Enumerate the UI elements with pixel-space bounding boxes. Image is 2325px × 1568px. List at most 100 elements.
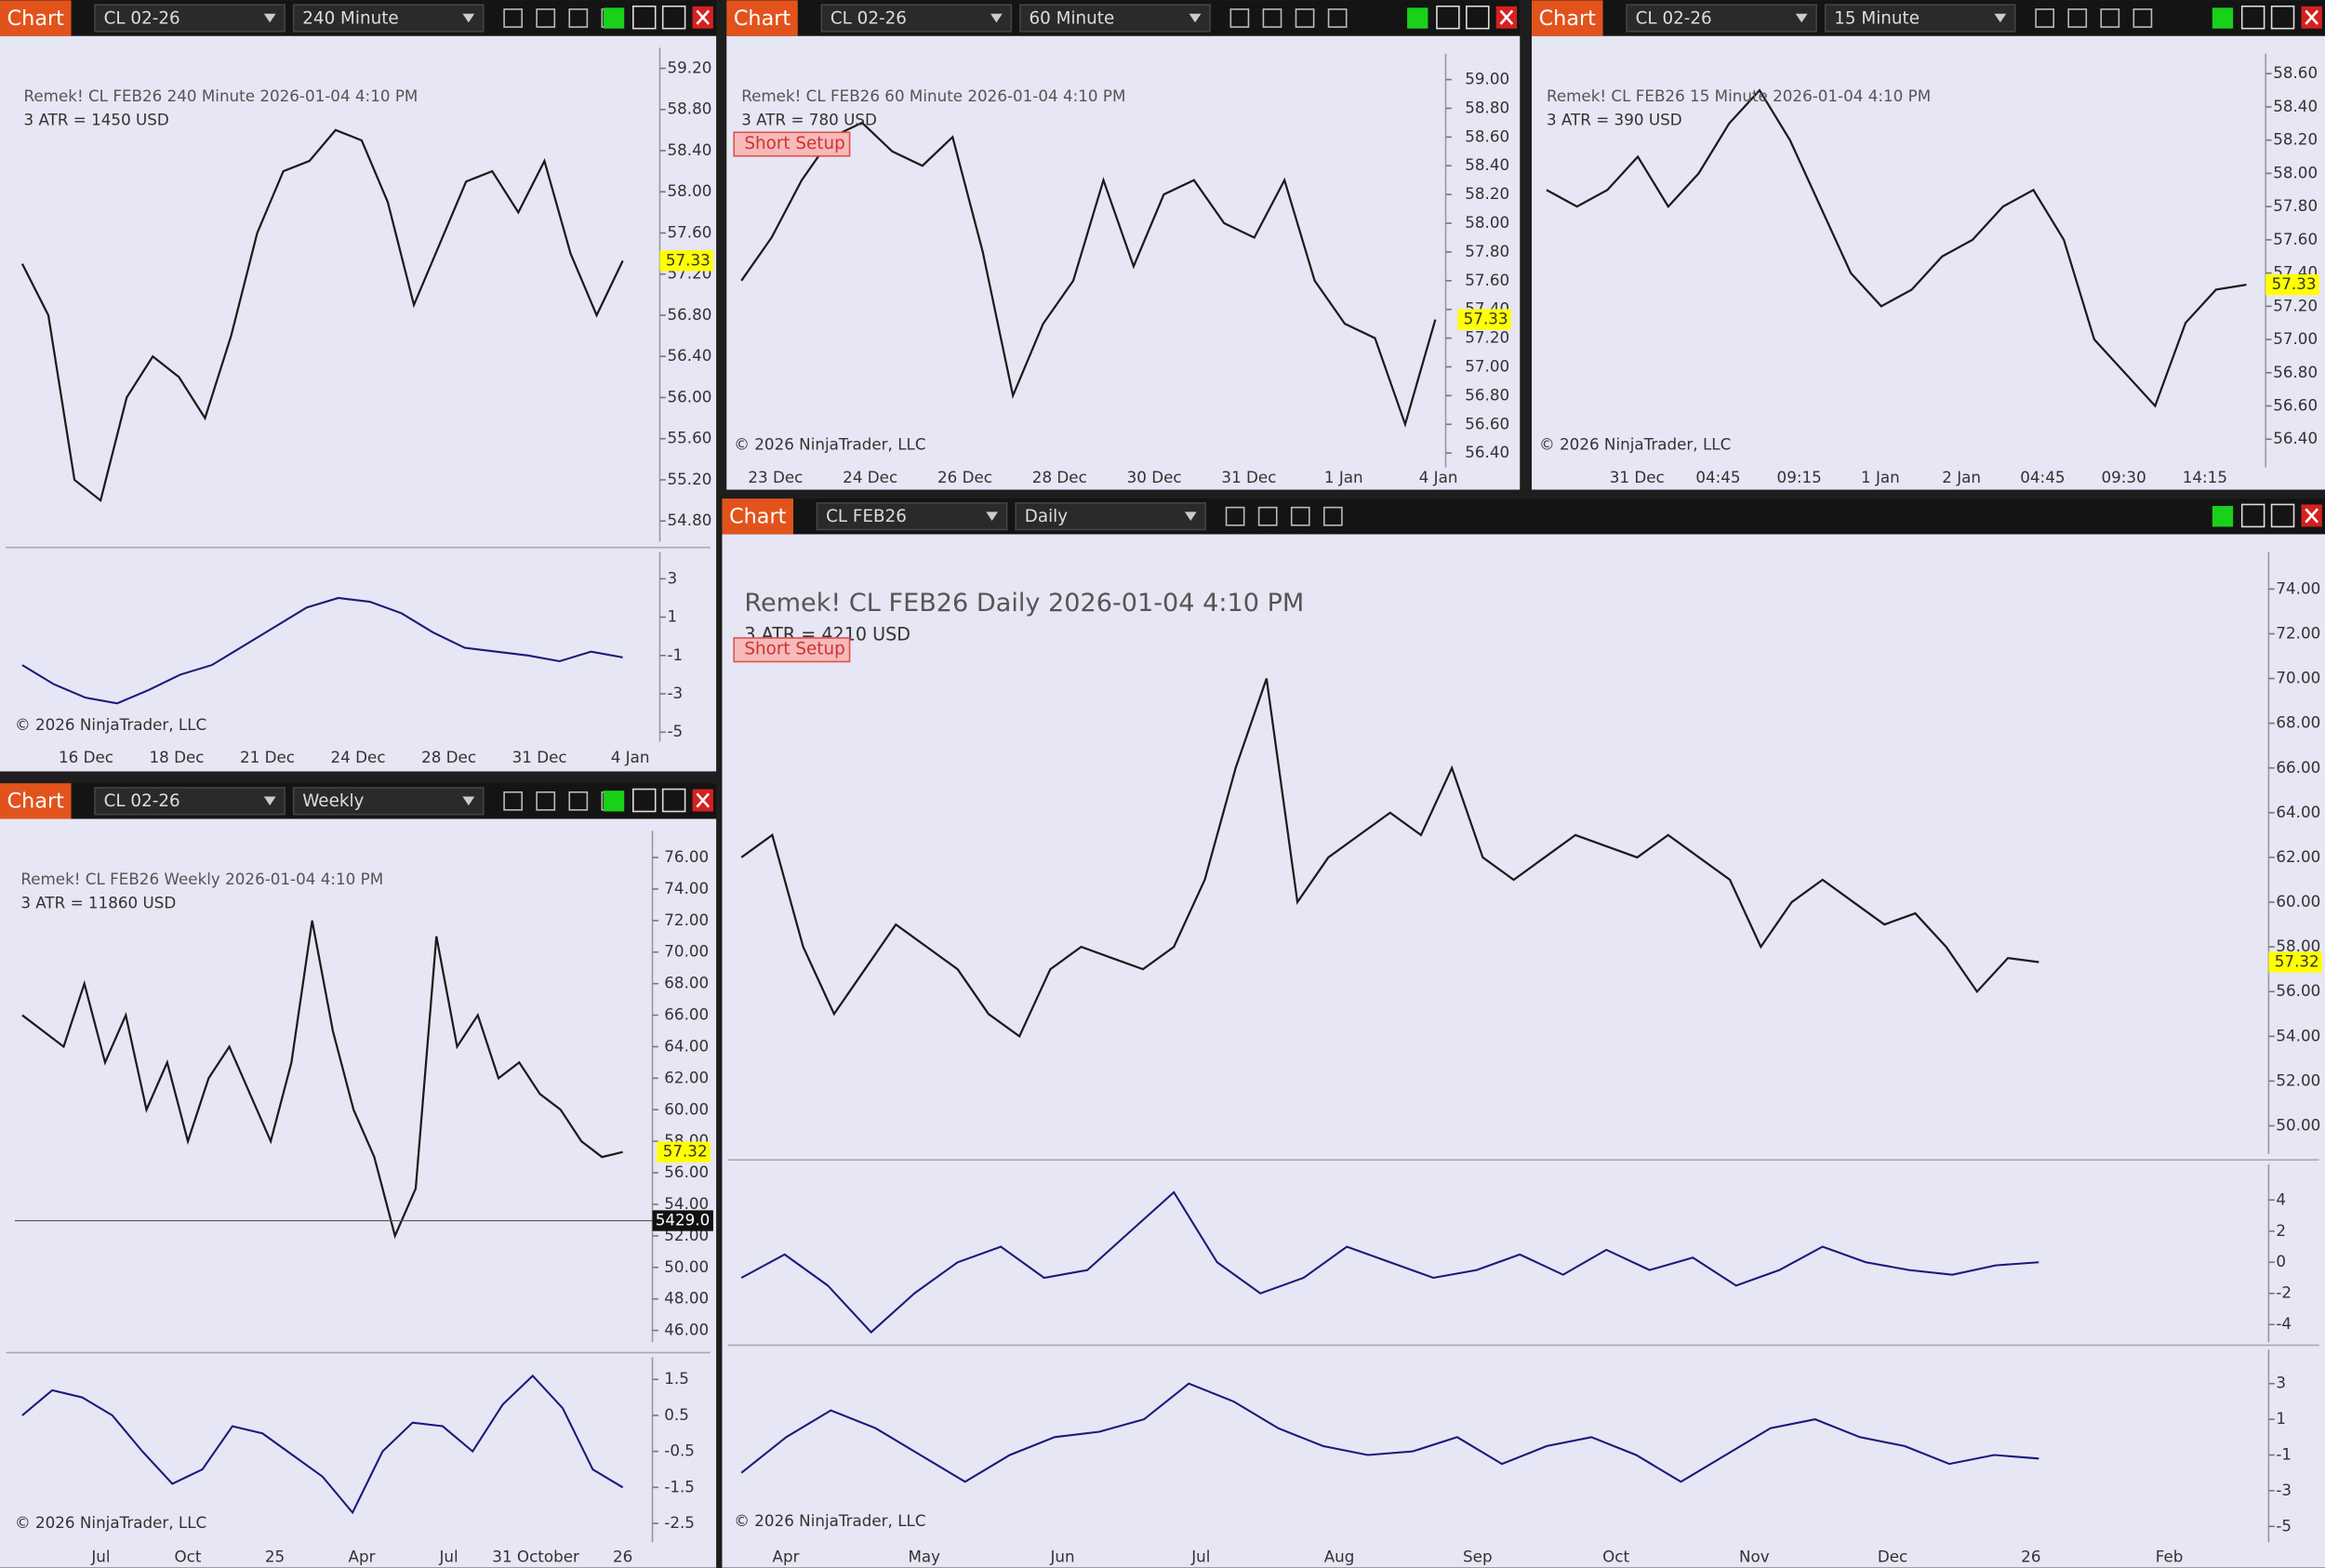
window-button[interactable] (1466, 5, 1490, 30)
tool-icon[interactable] (2100, 8, 2120, 28)
dropdown-label[interactable]: Daily (1025, 507, 1069, 526)
y-tick-label: 68.00 (2276, 713, 2320, 732)
y-tick-label: 57.60 (667, 222, 711, 241)
tool-icon[interactable] (1327, 8, 1348, 28)
dropdown[interactable] (1626, 4, 1817, 33)
tool-icon[interactable] (536, 791, 556, 811)
tool-icon[interactable] (1229, 8, 1250, 28)
x-tick-label: 2 Jan (1942, 468, 1981, 486)
dropdown-label[interactable]: CL FEB26 (826, 507, 907, 526)
y-tick-label: 56.40 (2273, 429, 2318, 447)
y-tick-label: 58.00 (667, 181, 711, 200)
y-tick-label: 2 (2276, 1221, 2286, 1240)
x-tick-label: Jul (1190, 1547, 1210, 1565)
dropdown-label[interactable]: 60 Minute (1030, 8, 1115, 28)
dropdown[interactable] (292, 4, 485, 33)
tool-icon[interactable] (503, 8, 524, 28)
tool-icon[interactable] (2067, 8, 2088, 28)
dropdown-label[interactable]: CL 02-26 (104, 8, 180, 28)
window-button[interactable] (2240, 5, 2265, 30)
dropdown[interactable] (94, 4, 286, 33)
tool-icon[interactable] (1262, 8, 1282, 28)
chart-header: Remek! CL FEB26 60 Minute 2026-01-04 4:1… (741, 86, 1125, 105)
x-tick-label: 09:30 (2102, 468, 2146, 486)
copyright: © 2026 NinjaTrader, LLC (15, 1513, 206, 1532)
tool-icon[interactable] (568, 8, 589, 28)
chart-tab (726, 0, 798, 36)
dropdown-label[interactable]: Weekly (302, 791, 364, 811)
window-button[interactable] (2270, 5, 2295, 30)
tool-icon[interactable] (536, 8, 556, 28)
window-button[interactable] (632, 788, 657, 813)
panel-background (0, 35, 717, 772)
tool-icon[interactable] (568, 791, 589, 811)
y-tick-label: 58.80 (667, 100, 711, 118)
price-marker (2265, 273, 2319, 296)
close-icon (2305, 9, 2318, 25)
crosshair-box (652, 1210, 713, 1231)
price-line (1546, 88, 2247, 408)
x-tick-label: Feb (2156, 1547, 2184, 1565)
dropdown[interactable] (292, 787, 485, 816)
dropdown[interactable] (1019, 4, 1211, 33)
dropdown[interactable] (820, 4, 1013, 33)
dropdown-arrow (462, 796, 475, 806)
tool-icon[interactable] (503, 791, 524, 811)
y-tick-label: 68.00 (664, 974, 709, 992)
price-marker (2268, 951, 2322, 973)
y-tick-label: 1.5 (664, 1369, 689, 1388)
chart-tab-label: Chart (734, 7, 791, 31)
window-button[interactable] (661, 5, 686, 30)
dropdown-label[interactable]: 240 Minute (302, 8, 398, 28)
window-button[interactable] (632, 5, 657, 30)
x-tick-label: Apr (349, 1547, 376, 1565)
y-tick-label: -0.5 (664, 1442, 695, 1460)
toolbar: Chart CL 02-26 15 Minute (1532, 0, 2325, 36)
x-tick-label: 31 Dec (1610, 468, 1665, 486)
dropdown-arrow (1184, 512, 1197, 521)
y-tick-label: 64.00 (664, 1036, 709, 1055)
chart-tab (0, 783, 72, 819)
window-button[interactable] (2240, 503, 2265, 528)
y-tick-label: 66.00 (2276, 758, 2320, 777)
chart-tab (1532, 0, 1603, 36)
price-line (20, 128, 624, 503)
dropdown-label[interactable]: CL 02-26 (830, 8, 907, 28)
x-tick-label: 1 Jan (1324, 468, 1363, 486)
x-tick-label: 18 Dec (149, 748, 204, 766)
tool-icon[interactable] (1225, 506, 1245, 526)
tool-icon[interactable] (1295, 8, 1315, 28)
panel-background (0, 818, 717, 1568)
tool-icon[interactable] (1290, 506, 1310, 526)
dropdown-label[interactable]: CL 02-26 (104, 791, 180, 811)
dropdown-label[interactable]: CL 02-26 (1636, 8, 1712, 28)
window-button[interactable] (661, 788, 686, 813)
x-tick-label: 26 (613, 1547, 632, 1565)
chart-tab-label: Chart (7, 790, 65, 814)
y-tick-label: 57.20 (1465, 328, 1509, 347)
window-button[interactable] (2270, 503, 2295, 528)
atr-label: 3 ATR = 11860 USD (20, 893, 176, 911)
dropdown[interactable] (1015, 502, 1207, 531)
tool-icon[interactable] (1322, 506, 1343, 526)
dropdown[interactable] (1824, 4, 2016, 33)
dropdown-label[interactable]: 15 Minute (1834, 8, 1920, 28)
y-tick-label: 56.60 (1465, 414, 1509, 432)
y-tick-label: 60.00 (2276, 892, 2320, 910)
y-tick-label: 76.00 (664, 847, 709, 866)
panel-background (1532, 35, 2325, 490)
dropdown-arrow (990, 13, 1003, 23)
chart-tab-label: Chart (1539, 7, 1597, 31)
tool-icon[interactable] (2035, 8, 2055, 28)
tool-icon[interactable] (1257, 506, 1278, 526)
tool-icon[interactable] (2132, 8, 2153, 28)
window-button[interactable] (1436, 5, 1460, 30)
y-tick-label: 52.00 (2276, 1070, 2320, 1089)
y-tick-label: 3 (2276, 1374, 2286, 1392)
dropdown[interactable] (94, 787, 286, 816)
y-tick-label: 58.00 (2273, 163, 2318, 181)
x-tick-label: 31 October (492, 1547, 579, 1565)
dropdown[interactable] (816, 502, 1008, 531)
x-tick-label: Dec (1878, 1547, 1907, 1565)
